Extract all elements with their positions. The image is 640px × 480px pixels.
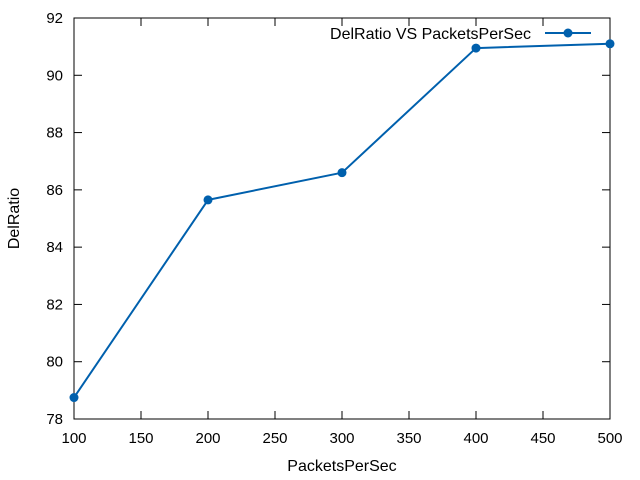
series-line (73, 42, 611, 399)
y-tick-label: 86 (46, 182, 63, 199)
x-tick-label: 400 (463, 430, 488, 447)
legend-label: DelRatio VS PacketsPerSec (330, 26, 531, 43)
data-point (69, 393, 79, 403)
legend-marker (563, 28, 573, 38)
x-tick-label: 450 (530, 430, 555, 447)
x-tick-label: 150 (128, 430, 153, 447)
y-tick-label: 80 (46, 354, 63, 371)
legend: DelRatio VS PacketsPerSec (330, 26, 591, 43)
series-layer (69, 39, 615, 403)
x-tick-label: 350 (396, 430, 421, 447)
x-tick-label: 300 (329, 430, 354, 447)
y-tick-label: 92 (46, 10, 63, 27)
y-tick-label: 82 (46, 296, 63, 313)
data-point (605, 39, 615, 49)
data-point (471, 43, 481, 53)
x-axis-title: PacketsPerSec (287, 458, 396, 475)
axis-ticks: 100 150 200 250 300 350 400 450 500 78 80 82 84 86 88 9… (46, 10, 622, 447)
y-tick-label: 84 (46, 239, 63, 256)
data-point (203, 195, 213, 205)
data-point (337, 168, 347, 178)
y-tick-label: 88 (46, 125, 63, 142)
y-tick-label: 78 (46, 411, 63, 428)
x-tick-label: 250 (262, 430, 287, 447)
x-tick-label: 500 (597, 430, 622, 447)
plot-frame (73, 17, 611, 420)
y-tick-label: 90 (46, 67, 63, 84)
y-axis-title: DelRatio (6, 188, 23, 249)
x-tick-label: 200 (195, 430, 220, 447)
x-tick-label: 100 (61, 430, 86, 447)
